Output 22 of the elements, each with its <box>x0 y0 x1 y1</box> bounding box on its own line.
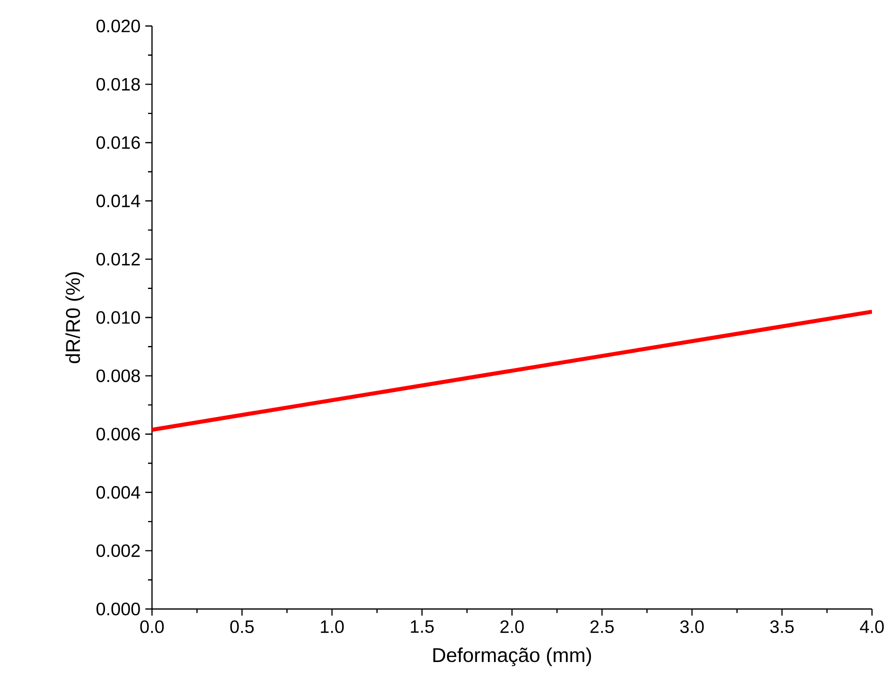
y-tick-label: 0.012 <box>96 252 140 266</box>
y-tick-label: 0.010 <box>96 311 140 324</box>
y-tick-label: 0.004 <box>96 486 140 499</box>
x-tick-label: 0.5 <box>230 620 254 634</box>
x-tick-label: 0.0 <box>140 620 164 634</box>
x-tick-label: 4.0 <box>860 620 884 634</box>
x-tick-label: 1.5 <box>410 620 434 633</box>
x-tick-label: 1.0 <box>320 620 344 634</box>
y-tick-label: 0.016 <box>96 136 140 149</box>
x-tick-label: 3.0 <box>680 620 704 634</box>
y-tick-label: 0.006 <box>96 428 140 440</box>
y-tick-label: 0.008 <box>96 369 140 382</box>
x-tick-label: 3.5 <box>770 620 794 634</box>
y-tick-label: 0.002 <box>96 544 140 558</box>
y-tick-label: 0.014 <box>96 194 140 208</box>
y-tick-label: 0.020 <box>96 20 140 32</box>
y-axis-title: dR/R0 (%) <box>65 272 84 364</box>
y-tick-label: 0.018 <box>96 78 140 91</box>
y-tick-label: 0.000 <box>96 602 140 616</box>
x-tick-label: 2.0 <box>500 620 524 634</box>
x-tick-label: 2.5 <box>590 620 614 634</box>
x-axis-title: Deformação (mm) <box>433 648 591 666</box>
